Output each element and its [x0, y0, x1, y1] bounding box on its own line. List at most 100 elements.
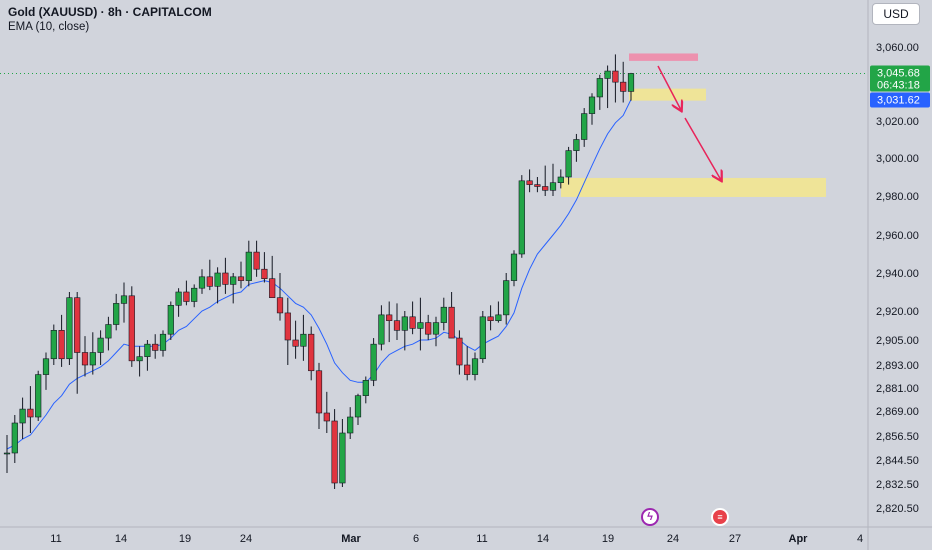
- candle-body: [401, 316, 408, 331]
- candle-body: [448, 306, 455, 339]
- x-tick-label: 27: [729, 533, 741, 545]
- candle-body: [214, 272, 221, 287]
- lightning-icon[interactable]: ϟ: [641, 508, 659, 526]
- y-tick-label: 2,980.00: [876, 191, 919, 203]
- projection-arrow: [684, 117, 721, 180]
- candle-body: [588, 96, 596, 114]
- candle-body: [50, 330, 57, 360]
- x-tick-label: 11: [50, 533, 61, 545]
- candle-body: [557, 176, 564, 183]
- x-tick-label: 24: [240, 533, 252, 545]
- ema-badge: [870, 92, 930, 108]
- candle-body: [230, 276, 237, 285]
- price-badge-value: 3,045.68: [877, 67, 920, 79]
- candle-body: [89, 352, 96, 366]
- candle-body: [315, 370, 323, 414]
- candle-body: [128, 295, 135, 362]
- candle-body: [331, 420, 338, 484]
- candle-body: [627, 73, 635, 92]
- candle-body: [97, 337, 104, 353]
- x-tick-label: Apr: [789, 533, 809, 545]
- candle-body: [237, 276, 245, 281]
- candle-body: [66, 297, 73, 360]
- candle-body: [300, 333, 307, 347]
- candle-body: [510, 253, 518, 281]
- candle-body: [167, 304, 174, 335]
- candle-body: [596, 78, 603, 98]
- y-tick-label: 2,893.00: [876, 360, 919, 372]
- x-tick-label: 19: [179, 533, 191, 545]
- candle-body: [534, 184, 541, 187]
- price-badge-countdown: 06:43:18: [877, 79, 920, 91]
- candle-body: [198, 276, 206, 289]
- candle-body: [378, 314, 385, 345]
- candle-body: [612, 70, 619, 83]
- candle-body: [471, 358, 479, 375]
- currency-button[interactable]: USD: [872, 3, 920, 25]
- candle-body: [58, 330, 65, 360]
- y-tick-label: 2,869.00: [876, 406, 919, 418]
- y-tick-label: 2,856.50: [876, 431, 919, 443]
- candle-body: [191, 287, 198, 302]
- candle-body: [393, 320, 401, 331]
- demand-zone: [629, 88, 706, 101]
- candle-body: [261, 268, 268, 280]
- projection-arrow: [657, 65, 681, 110]
- us-flag-icon[interactable]: ≡: [711, 508, 729, 526]
- candle-body: [222, 272, 229, 285]
- y-tick-label: 2,844.50: [876, 455, 919, 467]
- candle-body: [456, 337, 463, 366]
- y-tick-label: 2,920.00: [876, 306, 919, 318]
- candle-body: [549, 182, 557, 191]
- y-tick-label: 3,020.00: [876, 116, 919, 128]
- candle-body: [175, 291, 182, 306]
- candle-body: [35, 374, 42, 418]
- candle-body: [152, 343, 159, 351]
- candle-body: [81, 352, 89, 366]
- y-tick-label: 3,000.00: [876, 153, 919, 165]
- candle-body: [276, 297, 284, 314]
- x-tick-label: 14: [115, 533, 127, 545]
- candle-body: [245, 251, 252, 281]
- y-tick-label: 2,940.00: [876, 268, 919, 280]
- candle-body: [479, 316, 486, 360]
- candle-body: [323, 412, 330, 422]
- y-tick-label: 2,832.50: [876, 479, 919, 491]
- candle-body: [74, 297, 81, 353]
- candle-body: [144, 343, 151, 357]
- x-tick-label: 24: [667, 533, 679, 545]
- candle-body: [183, 291, 190, 302]
- candle-body: [425, 322, 432, 335]
- candle-body: [417, 322, 424, 329]
- x-tick-label: 11: [476, 533, 487, 545]
- candle-body: [206, 276, 213, 287]
- ema-line: [6, 99, 632, 450]
- ema-badge-value: 3,031.62: [877, 95, 920, 107]
- candle-body: [3, 452, 11, 455]
- candle-body: [120, 295, 128, 304]
- candle-body: [573, 139, 580, 151]
- candle-body: [136, 356, 143, 362]
- candle-body: [19, 408, 26, 424]
- candle-body: [308, 333, 315, 372]
- candle-body: [518, 180, 525, 255]
- candle-body: [440, 306, 447, 323]
- y-tick-label: 2,820.50: [876, 503, 919, 515]
- candle-body: [105, 324, 112, 339]
- indicator-legend[interactable]: EMA (10, close): [8, 21, 90, 33]
- candle-body: [11, 422, 18, 454]
- candle-body: [284, 312, 291, 341]
- candle-body: [339, 432, 346, 484]
- symbol-title[interactable]: Gold (XAUUSD) · 8h · CAPITALCOM: [8, 5, 212, 19]
- candle-body: [292, 339, 299, 347]
- candle-body: [526, 180, 533, 185]
- candle-body: [386, 314, 393, 321]
- candle-body: [542, 186, 549, 191]
- x-tick-label: Mar: [341, 533, 361, 545]
- price-badge: [870, 65, 930, 92]
- candle-body: [362, 380, 369, 396]
- candle-body: [495, 314, 502, 321]
- candle-body: [113, 303, 120, 325]
